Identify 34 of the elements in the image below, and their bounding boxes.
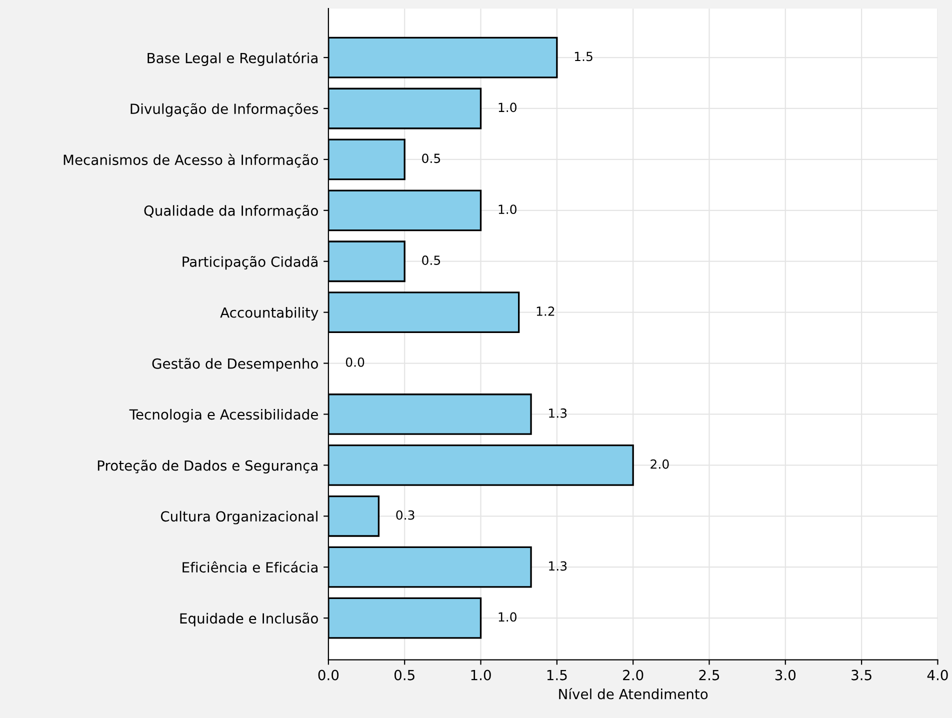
y-tick-label: Qualidade da Informação [144,204,318,218]
x-tick-label: 4.0 [927,670,948,680]
y-tick-label: Mecanismos de Acesso à Informação [64,154,318,168]
y-tick-label: Participação Cidadã [182,256,318,270]
x-tick-label: 2.5 [699,670,720,680]
data-label: 1.2 [536,306,554,316]
data-label: 1.0 [498,204,516,214]
x-tick-label: 1.5 [547,670,567,680]
y-tick-label: Gestão de Desempenho [152,358,318,372]
data-label: 1.5 [574,52,592,62]
data-label: 0.5 [422,154,440,164]
y-tick-label: Proteção de Dados e Segurança [98,460,318,474]
data-label: 0.5 [422,256,440,265]
y-tick-label: Eficiência e Eficácia [182,561,318,573]
x-tick-label: 1.0 [471,670,491,680]
x-tick-label: 0.5 [394,670,414,680]
data-label: 0.3 [396,510,414,520]
x-tick-label: 3.0 [775,670,796,680]
data-label: 1.0 [498,102,516,112]
y-tick-label: Divulgação de Informações [130,103,318,117]
y-tick-label: Cultura Organizacional [160,510,318,524]
y-tick-label: Tecnologia e Acessibilidade [129,408,318,422]
data-label: 1.3 [549,408,567,418]
x-tick-label: 2.0 [623,670,644,680]
x-axis-title: Nível de Atendimento [559,688,708,700]
y-tick-label: Base Legal e Regulatória [148,52,318,66]
y-tick-label: Equidade e Inclusão [180,612,318,626]
x-tick-label: 0.0 [318,670,339,680]
y-tick-label: Accountability [220,307,318,320]
data-label: 1.0 [498,612,516,622]
data-label: 2.0 [650,459,669,469]
data-label: 1.3 [549,561,567,571]
data-label: 0.0 [346,357,364,367]
x-tick-label: 3.5 [852,670,872,680]
